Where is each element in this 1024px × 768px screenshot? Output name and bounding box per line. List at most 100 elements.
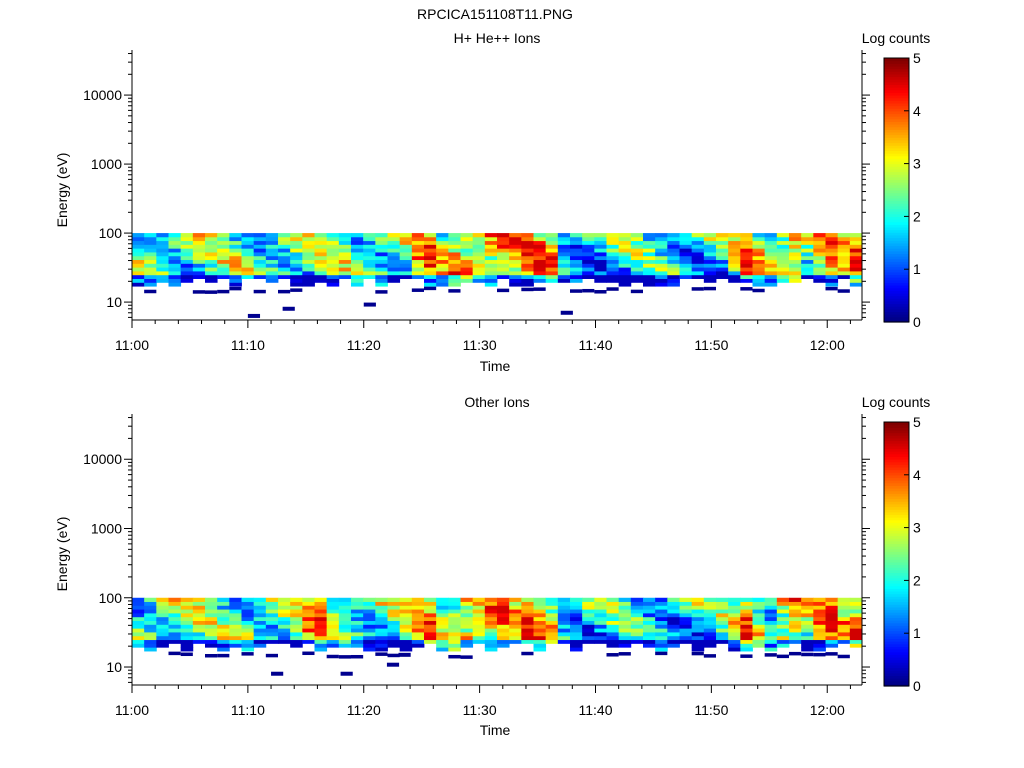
heatmap-cell <box>497 252 510 257</box>
colorbar-segment <box>884 168 909 173</box>
heatmap-cell <box>217 643 230 648</box>
heatmap-cell <box>253 289 266 294</box>
heatmap-cell <box>497 612 510 618</box>
heatmap-cell <box>302 628 315 633</box>
heatmap-cell <box>740 620 753 625</box>
heatmap-cell <box>351 643 364 648</box>
heatmap-cell <box>716 639 729 644</box>
heatmap-cell <box>290 274 303 279</box>
heatmap-cell <box>740 240 753 245</box>
heatmap-cell <box>132 255 145 261</box>
heatmap-cell <box>241 271 255 276</box>
heatmap-cell <box>278 639 291 644</box>
heatmap-cell <box>557 267 571 272</box>
colorbar-segment <box>884 131 909 136</box>
heatmap-cell <box>168 278 182 283</box>
heatmap-cell <box>752 252 766 257</box>
heatmap-cell <box>265 255 279 261</box>
heatmap-cell <box>521 628 534 633</box>
heatmap-cell <box>241 259 255 264</box>
heatmap-cell <box>728 233 741 238</box>
heatmap-cell <box>764 255 778 261</box>
heatmap-cell <box>618 282 632 287</box>
heatmap-cell <box>570 271 583 276</box>
heatmap-cell <box>643 643 656 648</box>
heatmap-cell <box>691 263 705 268</box>
heatmap-cell <box>606 620 620 625</box>
heatmap-cell <box>509 259 522 264</box>
heatmap-cell <box>825 236 839 242</box>
heatmap-cell <box>582 605 595 610</box>
heatmap-cell <box>156 632 169 637</box>
heatmap-cell <box>509 616 522 621</box>
heatmap-cell <box>265 624 279 629</box>
colorbar-segment <box>884 651 909 655</box>
heatmap-cell <box>229 639 242 644</box>
heatmap-cell <box>557 278 571 283</box>
heatmap-cell <box>253 259 267 264</box>
colorbar-segment <box>884 432 909 436</box>
heatmap-cell <box>825 601 839 606</box>
heatmap-cell <box>728 624 741 629</box>
heatmap-cell <box>192 609 206 614</box>
heatmap-cell <box>618 639 632 644</box>
heatmap-cell <box>192 632 206 637</box>
heatmap-cell <box>521 274 534 279</box>
x-tick-label: 11:00 <box>115 337 149 353</box>
colorbar-segment <box>884 448 909 452</box>
heatmap-cell <box>363 236 376 242</box>
heatmap-cell <box>424 282 437 287</box>
heatmap-cell <box>375 282 388 287</box>
heatmap-cell <box>192 248 206 253</box>
heatmap-cell <box>776 240 790 245</box>
heatmap-cell <box>326 639 340 644</box>
heatmap-cell <box>570 263 583 268</box>
heatmap-cell <box>606 639 620 644</box>
heatmap-cell <box>691 639 705 644</box>
panel-title: H+ He++ Ions <box>454 30 541 46</box>
heatmap-cell <box>679 612 693 618</box>
x-tick-label: 11:30 <box>463 337 497 353</box>
heatmap-cell <box>716 244 729 249</box>
heatmap-cell <box>849 274 863 279</box>
heatmap-cell <box>667 597 680 602</box>
heatmap-cell <box>132 274 145 279</box>
heatmap-cell <box>132 233 145 238</box>
x-tick-label: 11:20 <box>347 337 381 353</box>
heatmap-cell <box>667 632 680 637</box>
heatmap-cell <box>764 639 778 644</box>
heatmap-cell <box>205 233 218 238</box>
heatmap-cell <box>424 233 437 238</box>
heatmap-cell <box>752 620 766 625</box>
heatmap-cell <box>229 282 242 287</box>
heatmap-cell <box>192 236 206 242</box>
heatmap-cell <box>314 255 328 261</box>
heatmap-cell <box>813 278 826 283</box>
heatmap-cell <box>789 639 802 644</box>
heatmap-cell <box>302 612 315 618</box>
heatmap-cell <box>326 259 340 264</box>
heatmap-cell <box>728 271 741 276</box>
heatmap-cell <box>448 647 461 652</box>
heatmap-cell <box>655 244 668 249</box>
heatmap-cell <box>192 255 206 261</box>
heatmap-cell <box>375 233 388 238</box>
heatmap-cell <box>557 612 571 618</box>
colorbar-segment <box>884 561 909 566</box>
heatmap-cell <box>156 624 169 629</box>
heatmap-cell <box>728 248 741 253</box>
heatmap-cell <box>472 639 486 644</box>
heatmap-cell <box>557 639 571 644</box>
heatmap-cell <box>387 236 401 242</box>
heatmap-cell <box>411 233 425 238</box>
heatmap-cell <box>776 635 790 641</box>
heatmap-cell <box>192 267 206 272</box>
heatmap-cell <box>789 278 802 283</box>
heatmap-cell <box>253 609 267 614</box>
heatmap-cell <box>192 616 206 621</box>
heatmap-cell <box>387 628 401 633</box>
colorbar-segment <box>884 641 909 645</box>
heatmap-cell <box>205 605 218 610</box>
heatmap-cell <box>752 271 766 276</box>
